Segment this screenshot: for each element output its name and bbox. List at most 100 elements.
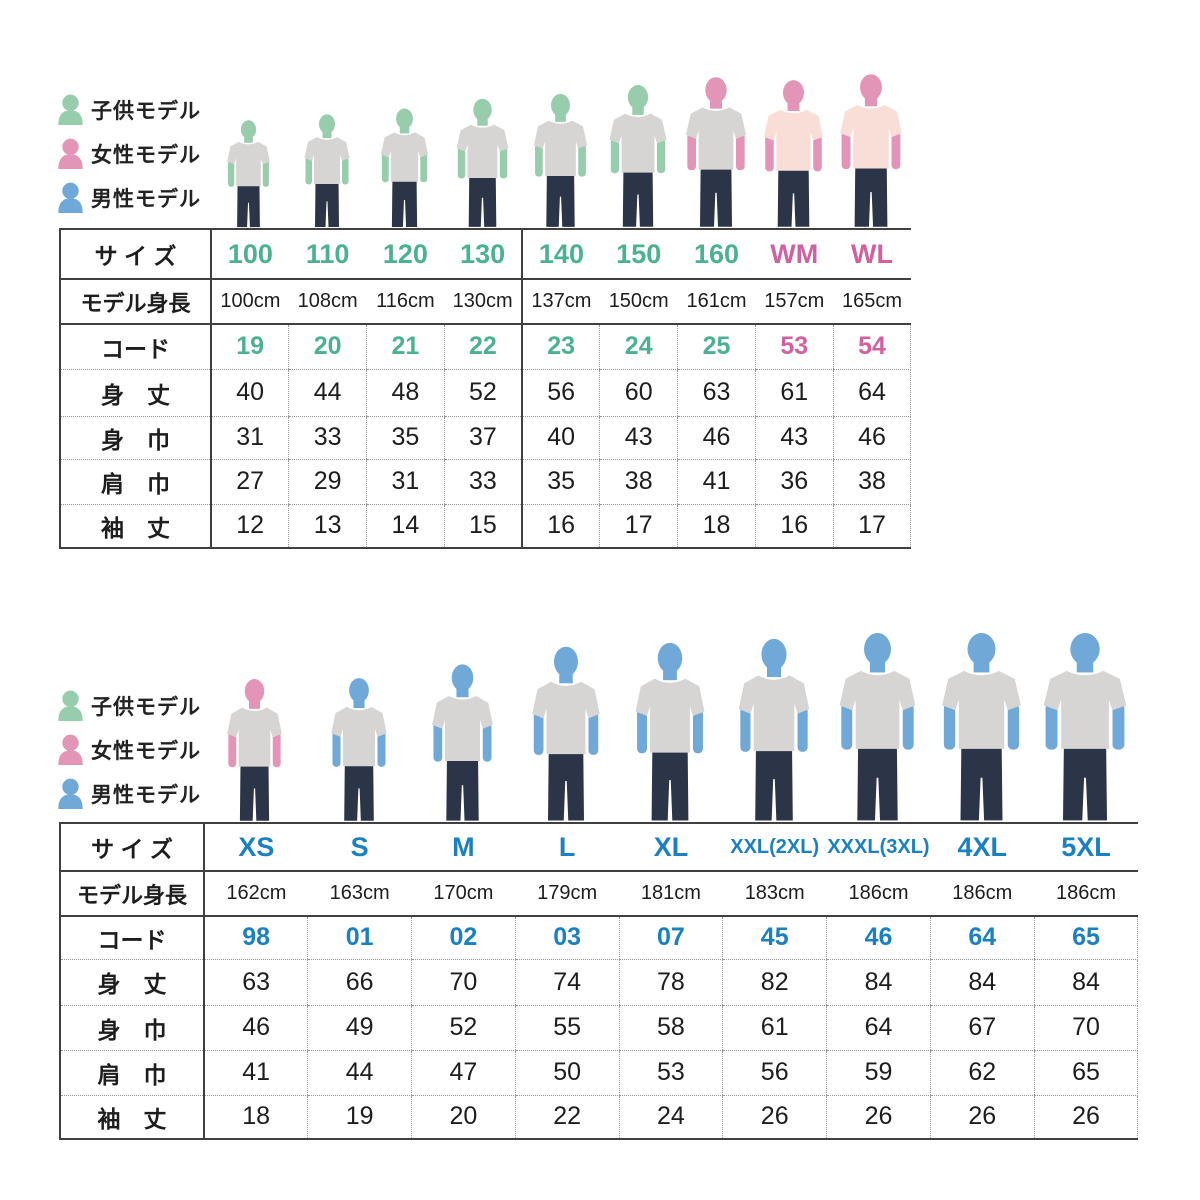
shoulder-width-cell: 29	[288, 459, 367, 505]
man-model-silhouette	[532, 646, 600, 821]
sleeve-length-cell: 19	[307, 1095, 412, 1140]
man-model-silhouette	[1043, 633, 1127, 821]
legend-label: 子供モデル	[91, 695, 201, 719]
model-height-cell: 183cm	[722, 871, 827, 917]
body-width-cell: 46	[204, 1005, 308, 1051]
row-label-body_length: 身 丈	[59, 369, 212, 417]
woman-model-silhouette	[763, 80, 824, 227]
sleeve-length-cell: 18	[204, 1095, 308, 1140]
shoulder-width-cell: 27	[211, 459, 289, 505]
code-cell: 45	[722, 916, 827, 960]
body-length-cell: 84	[929, 959, 1035, 1006]
table-row: モデル身長 162cm 163cm 170cm 179cm 181cm 183cm 186cm…	[59, 871, 1138, 917]
model-height-cell: 186cm	[930, 871, 1035, 917]
model-height-cell: 150cm	[599, 279, 678, 325]
table-row: 身 巾 46 49 52 55 58 61 64 67 70	[59, 1005, 1139, 1051]
model-height-cell: 179cm	[515, 871, 620, 917]
code-cell: 01	[307, 916, 412, 960]
sleeve-length-cell: 26	[826, 1095, 931, 1140]
body-width-cell: 67	[929, 1005, 1035, 1051]
size-cell: XXL(2XL)	[722, 822, 827, 872]
model-height-cell: 137cm	[521, 279, 600, 325]
code-cell: 20	[288, 324, 367, 370]
body-width-cell: 31	[211, 416, 289, 460]
man-model-icon	[58, 778, 83, 809]
size-cell: M	[411, 822, 516, 872]
table-row: 肩 巾 41 44 47 50 53 56 59 62 65	[59, 1050, 1139, 1096]
shoulder-width-cell: 31	[366, 459, 445, 505]
body-length-cell: 84	[826, 959, 931, 1006]
row-label-shoulder_width: 肩 巾	[59, 1050, 205, 1096]
code-cell: 98	[204, 916, 308, 960]
size-cell: 140	[521, 228, 600, 280]
sleeve-length-cell: 16	[521, 504, 600, 549]
body-length-cell: 48	[366, 369, 445, 417]
child-model-silhouette	[227, 120, 270, 228]
shoulder-width-cell: 65	[1033, 1050, 1139, 1096]
body-width-cell: 35	[366, 416, 445, 460]
size-cell: 5XL	[1034, 822, 1138, 872]
body-length-cell: 64	[832, 369, 912, 417]
code-cell: 65	[1033, 916, 1139, 960]
legend-label: 男性モデル	[91, 783, 201, 807]
body-width-cell: 37	[443, 416, 523, 460]
body-length-cell: 63	[677, 369, 756, 417]
body-width-cell: 61	[722, 1005, 827, 1051]
model-figure-140	[525, 91, 596, 228]
legend-adults: 子供モデル 女性モデル 男性モデル	[57, 690, 201, 822]
model-height-cell: 130cm	[444, 279, 523, 325]
body-width-cell: 46	[677, 416, 756, 460]
shoulder-width-cell: 38	[832, 459, 912, 505]
size-cell: XS	[204, 822, 308, 872]
sleeve-length-cell: 17	[599, 504, 678, 549]
legend-item-woman: 女性モデル	[57, 138, 201, 169]
body-length-cell: 60	[599, 369, 678, 417]
shoulder-width-cell: 44	[307, 1050, 412, 1096]
row-label-model_height: モデル身長	[59, 871, 205, 917]
child-model-silhouette	[533, 93, 588, 227]
table-row: 袖 丈 18 19 20 22 24 26 26 26 26	[59, 1095, 1139, 1140]
body-length-cell: 52	[443, 369, 523, 417]
body-length-cell: 40	[211, 369, 289, 417]
model-height-cell: 165cm	[833, 279, 911, 325]
body-width-cell: 52	[411, 1005, 516, 1051]
model-figure-L	[521, 643, 611, 822]
sleeve-length-cell: 26	[929, 1095, 1035, 1140]
size-cell: XXXL(3XL)	[826, 822, 931, 872]
code-cell: 53	[754, 324, 834, 370]
model-figure-100	[220, 118, 277, 228]
legend-label: 女性モデル	[91, 143, 201, 167]
body-length-cell: 82	[722, 959, 827, 1006]
shoulder-width-cell: 35	[521, 459, 600, 505]
woman-model-icon	[58, 734, 83, 765]
table-row: 袖 丈 12 13 14 15 16 17 18 16 17	[59, 504, 912, 549]
sleeve-length-cell: 17	[832, 504, 912, 549]
body-width-cell: 70	[1033, 1005, 1139, 1051]
shoulder-width-cell: 53	[618, 1050, 723, 1096]
table-row: 身 丈 40 44 48 52 56 60 63 61 64	[59, 369, 912, 417]
code-cell: 22	[443, 324, 523, 370]
shoulder-width-cell: 33	[443, 459, 523, 505]
size-cell: S	[307, 822, 412, 872]
adult-size-table: サ イ ズ XS S M L XL XXL(2XL) XXXL(3XL) 4XL 5XL モデル身長…	[59, 822, 1139, 1140]
sleeve-length-cell: 18	[677, 504, 756, 549]
model-height-cell: 116cm	[366, 279, 445, 325]
legend-label: 男性モデル	[91, 187, 201, 211]
model-figure-5XL	[1030, 629, 1140, 822]
code-cell: 19	[211, 324, 289, 370]
shoulder-width-cell: 50	[514, 1050, 620, 1096]
model-height-cell: 170cm	[411, 871, 516, 917]
sleeve-length-cell: 12	[211, 504, 289, 549]
model-figure-XS	[218, 676, 291, 822]
code-cell: 07	[618, 916, 723, 960]
code-cell: 03	[514, 916, 620, 960]
legend-item-man: 男性モデル	[57, 778, 201, 809]
row-label-body_width: 身 巾	[59, 416, 212, 460]
body-width-cell: 43	[754, 416, 834, 460]
model-height-cell: 162cm	[204, 871, 308, 917]
model-figure-M	[422, 661, 503, 822]
row-label-model_height: モデル身長	[59, 279, 212, 325]
size-cell: 100	[211, 228, 289, 280]
code-cell: 02	[411, 916, 516, 960]
shoulder-width-cell: 62	[929, 1050, 1035, 1096]
